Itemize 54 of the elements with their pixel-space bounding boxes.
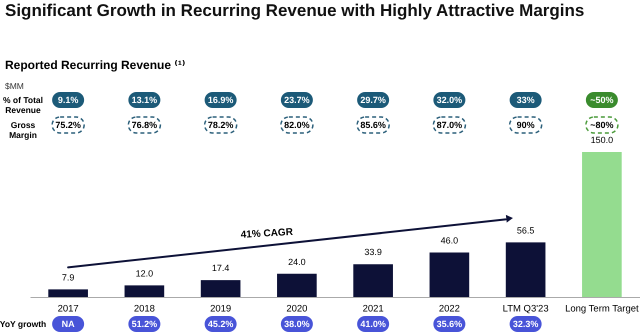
text: 78.2% <box>208 120 234 130</box>
text: 29.7% <box>360 95 386 105</box>
data-label: 12.0 <box>136 268 154 278</box>
text: % of Total Revenue <box>3 95 43 115</box>
data-label: 33.9 <box>364 247 382 258</box>
text: 32.3% <box>512 319 538 329</box>
text: 51.2% <box>132 319 158 329</box>
bar <box>430 252 470 297</box>
text: 85.6% <box>360 120 386 130</box>
text: 9.1% <box>58 95 78 105</box>
x-tick-label: 2018 <box>134 304 155 314</box>
bar <box>48 289 88 297</box>
bar <box>124 285 164 297</box>
text: 87.0% <box>436 120 462 130</box>
text: Gross Margin <box>9 120 37 140</box>
data-label: 56.5 <box>516 225 534 236</box>
text: 90% <box>516 120 535 130</box>
text: 41.0% <box>360 319 386 329</box>
bar <box>353 264 393 297</box>
x-tick-label: 2022 <box>438 304 460 314</box>
data-label: 24.0 <box>288 256 306 267</box>
bar <box>277 274 317 297</box>
x-tick-label: LTM Q3'23 <box>502 304 549 314</box>
text: 23.7% <box>284 95 310 105</box>
text: 82.0% <box>284 120 310 130</box>
text: $MM <box>5 81 24 91</box>
text: 45.2% <box>208 319 234 329</box>
text: 38.0% <box>284 319 310 329</box>
text: 33% <box>516 95 535 105</box>
text: YoY growth <box>0 319 46 329</box>
data-label: 150.0 <box>590 135 614 145</box>
x-tick-label: 2019 <box>210 304 232 314</box>
data-label: 46.0 <box>440 236 458 246</box>
bar <box>582 152 622 297</box>
chart-subtitle: Reported Recurring Revenue ⁽¹⁾ <box>5 58 186 72</box>
text: 13.1% <box>132 95 158 105</box>
text: 16.9% <box>208 95 234 105</box>
bar <box>200 280 240 297</box>
text: ~80% <box>590 120 614 130</box>
text: 76.8% <box>132 120 158 130</box>
text: 32.0% <box>436 95 462 105</box>
chart-title: Significant Growth in Recurring Revenue with Highly Attractive Margins <box>5 1 584 20</box>
bar <box>506 242 546 297</box>
data-label: 17.4 <box>212 263 230 274</box>
text: ~50% <box>590 95 614 105</box>
x-tick-label: 2021 <box>362 304 384 314</box>
x-tick-label: 2017 <box>58 304 79 314</box>
annotation: 41% CAGR <box>240 226 294 241</box>
data-label: 7.9 <box>62 272 74 282</box>
text: 35.6% <box>436 319 462 329</box>
x-tick-label: 2020 <box>286 304 308 314</box>
text: 75.2% <box>55 120 81 130</box>
x-tick-label: Long Term Target <box>565 304 640 314</box>
text: NA <box>62 319 76 329</box>
